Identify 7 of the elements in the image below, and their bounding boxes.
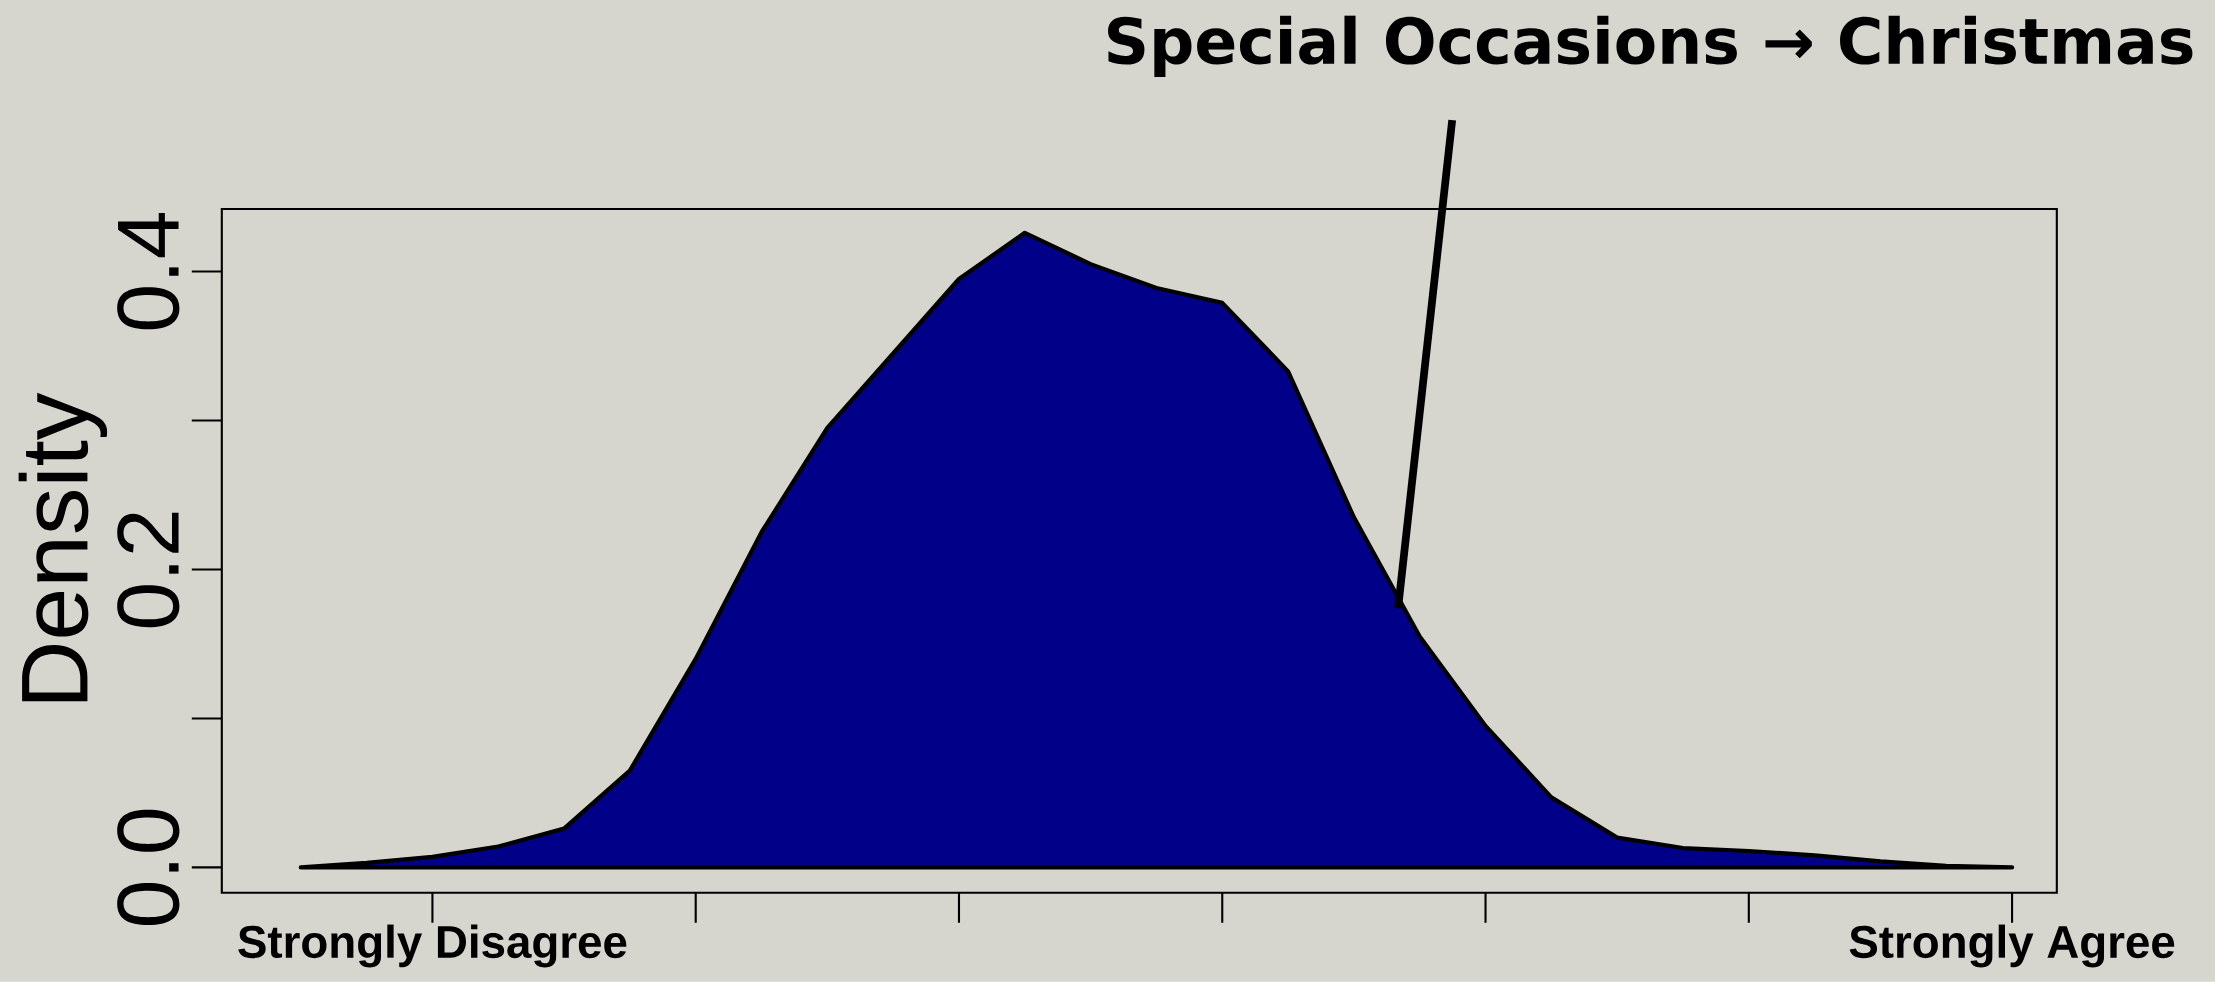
y-tick-label: 0.4	[117, 213, 180, 330]
text: Special Occasions → Christmas	[1108, 15, 2193, 78]
y-tick-label: 0.2	[117, 512, 180, 628]
x-tick-label: Strongly Agree	[1849, 924, 2175, 968]
x-tick-label: Strongly Disagree	[238, 924, 627, 968]
y-tick-label: 0.0	[117, 809, 180, 926]
y-axis-title: Density	[18, 392, 108, 702]
